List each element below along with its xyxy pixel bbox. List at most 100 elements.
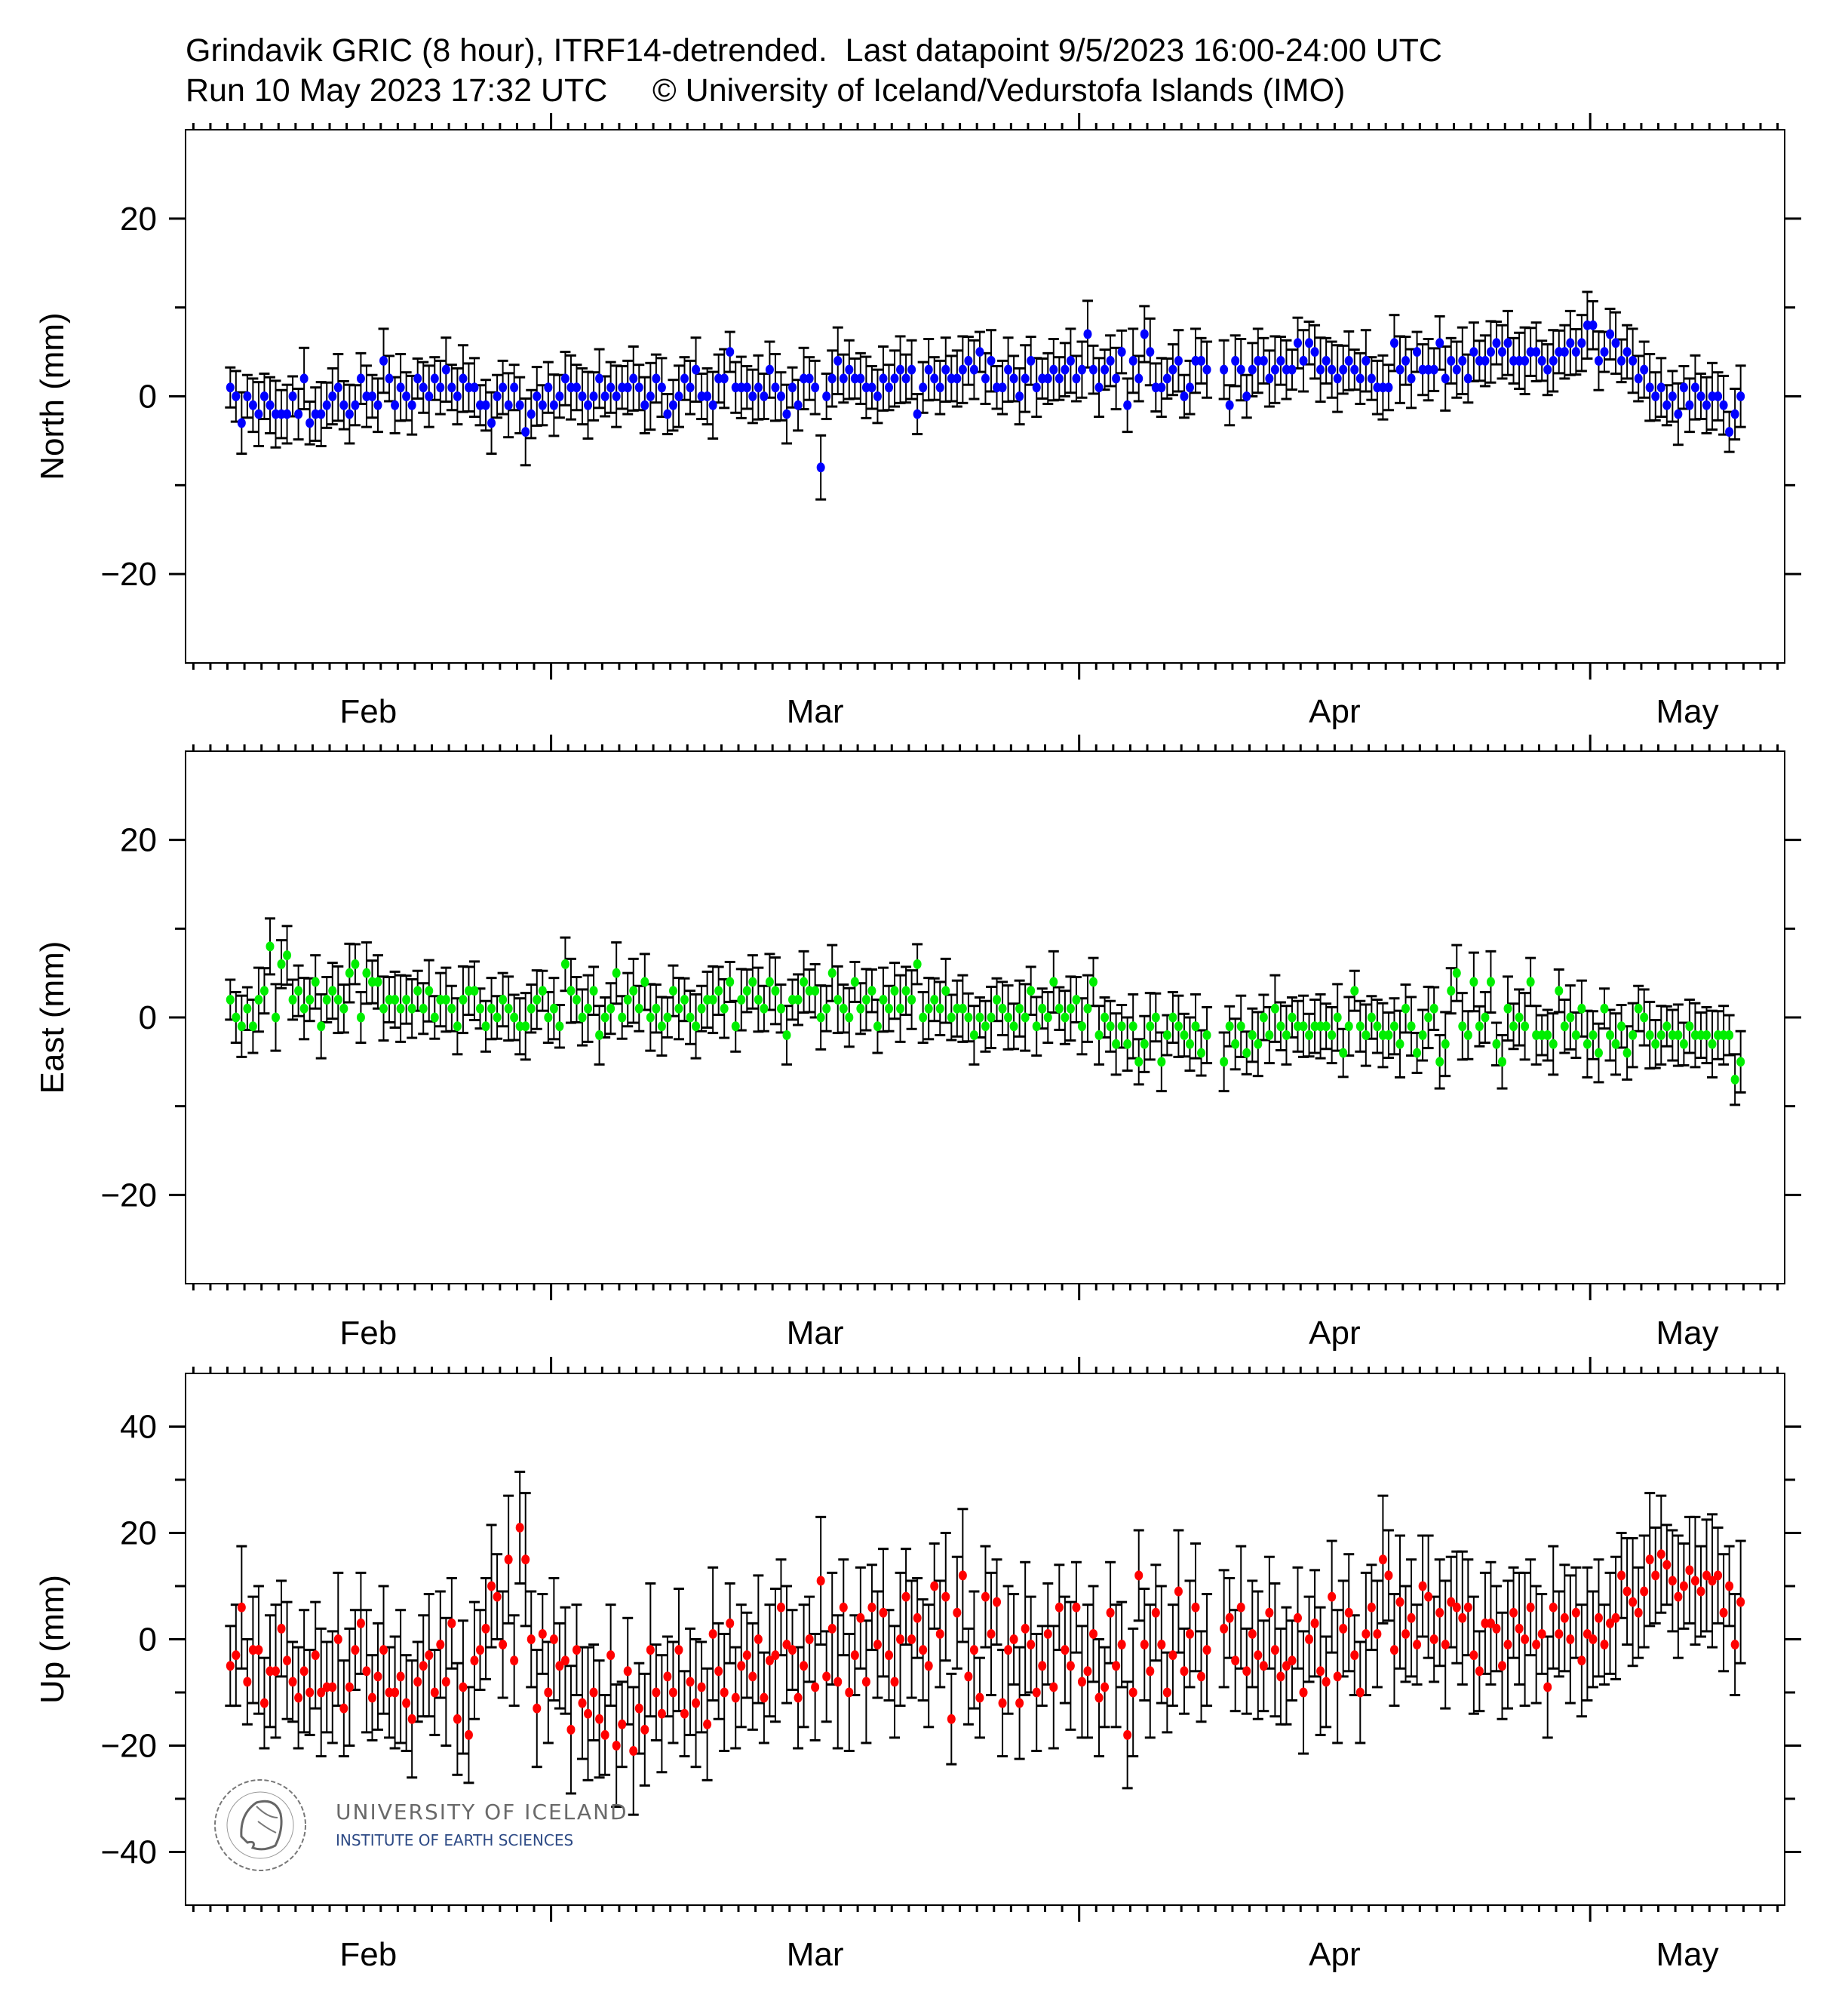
data-point xyxy=(867,382,876,393)
data-point xyxy=(1072,994,1081,1005)
data-point xyxy=(476,1003,485,1014)
data-point xyxy=(544,1012,553,1023)
data-point xyxy=(964,355,973,366)
data-point xyxy=(305,418,315,428)
data-point xyxy=(1571,347,1580,357)
data-point xyxy=(913,409,922,419)
data-point xyxy=(714,1666,723,1677)
data-point xyxy=(441,1677,450,1687)
data-point xyxy=(1481,1012,1490,1023)
data-point xyxy=(805,1634,814,1644)
y-tick-label: 20 xyxy=(120,822,157,859)
data-point xyxy=(1344,355,1353,366)
data-point xyxy=(1458,1021,1467,1032)
data-point xyxy=(1441,1640,1450,1650)
data-point xyxy=(680,1708,689,1719)
data-point xyxy=(1645,1554,1654,1565)
data-point xyxy=(560,1655,569,1666)
data-point xyxy=(526,409,536,419)
data-point xyxy=(1270,1645,1279,1655)
data-point xyxy=(612,391,621,401)
data-point xyxy=(618,1012,627,1023)
data-point xyxy=(1282,1030,1291,1041)
data-point xyxy=(1361,1628,1371,1639)
data-point xyxy=(629,373,638,384)
data-point xyxy=(884,1003,893,1014)
data-point xyxy=(657,1708,666,1719)
data-point xyxy=(1424,364,1433,375)
data-point xyxy=(861,382,870,393)
x-month-label: May xyxy=(1656,1315,1719,1352)
data-point xyxy=(981,373,990,384)
data-point xyxy=(1180,1030,1189,1041)
data-point xyxy=(493,1591,502,1602)
data-point xyxy=(254,409,263,419)
data-point xyxy=(1265,1030,1274,1041)
data-point xyxy=(1560,1021,1569,1032)
data-point xyxy=(413,373,422,384)
data-point xyxy=(402,391,411,401)
data-point xyxy=(890,1677,899,1687)
data-point xyxy=(1021,1012,1030,1023)
data-point xyxy=(1424,1012,1433,1023)
chart-title-line1: Grindavik GRIC (8 hour), ITRF14-detrende… xyxy=(186,32,1442,69)
data-point xyxy=(1191,1602,1200,1612)
data-point xyxy=(1407,373,1416,384)
data-point xyxy=(1662,1560,1672,1570)
data-point xyxy=(652,373,661,384)
data-point xyxy=(754,994,763,1005)
data-point xyxy=(232,1650,241,1661)
data-point xyxy=(771,382,780,393)
data-point xyxy=(771,1650,780,1661)
data-point xyxy=(1236,1602,1245,1612)
data-point xyxy=(487,1003,496,1014)
data-point xyxy=(1248,1030,1257,1041)
data-point xyxy=(595,1714,604,1724)
data-point xyxy=(1055,1003,1064,1014)
data-point xyxy=(1634,1003,1643,1014)
data-point xyxy=(1447,1597,1456,1607)
data-point xyxy=(254,1645,263,1655)
data-point xyxy=(283,1655,292,1666)
data-point xyxy=(1736,1597,1745,1607)
data-point xyxy=(1509,1021,1518,1032)
data-point xyxy=(794,400,803,410)
data-point xyxy=(1316,1666,1325,1677)
data-point xyxy=(1361,355,1371,366)
data-point xyxy=(328,391,337,401)
x-month-label: May xyxy=(1656,693,1719,730)
data-point xyxy=(1413,1640,1422,1650)
data-point xyxy=(800,1661,809,1671)
data-point xyxy=(470,382,479,393)
data-point xyxy=(464,382,473,393)
data-point xyxy=(913,959,922,969)
data-point xyxy=(1083,329,1092,339)
data-point xyxy=(924,1661,933,1671)
data-point xyxy=(1566,338,1575,348)
data-point xyxy=(776,1602,785,1612)
data-point xyxy=(1611,1039,1620,1049)
data-point xyxy=(1378,382,1387,393)
data-point xyxy=(243,391,252,401)
data-point xyxy=(1242,1048,1251,1058)
data-point xyxy=(1583,320,1592,330)
data-point xyxy=(1674,1591,1683,1602)
data-point xyxy=(1690,1030,1699,1041)
data-point xyxy=(1418,1581,1427,1591)
data-point xyxy=(1254,1039,1263,1049)
data-point xyxy=(1180,1666,1189,1677)
data-point xyxy=(549,1634,558,1644)
data-point xyxy=(1197,1048,1206,1058)
data-point xyxy=(1117,1021,1126,1032)
data-point xyxy=(333,382,342,393)
data-point xyxy=(1328,1591,1337,1602)
data-point xyxy=(1515,1012,1524,1023)
data-point xyxy=(1305,1634,1314,1644)
data-point xyxy=(765,977,774,987)
data-point xyxy=(1140,329,1149,339)
data-point xyxy=(1532,347,1541,357)
data-point xyxy=(1265,1607,1274,1618)
data-point xyxy=(1305,338,1314,348)
data-point xyxy=(1259,1661,1268,1671)
data-point xyxy=(1305,1030,1314,1041)
